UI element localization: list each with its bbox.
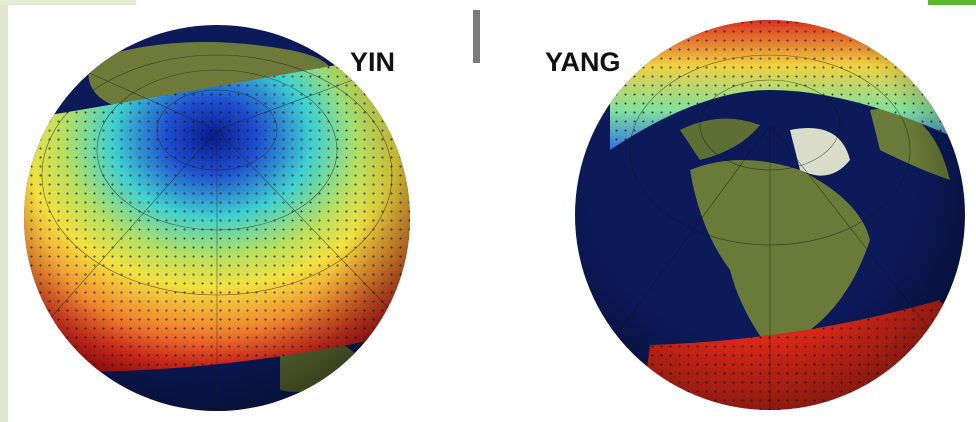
yin-globe [20,20,420,420]
divider [473,10,480,63]
left-edge [0,0,8,422]
page: {"labels": {"yin": "YIN", "yang": "YANG"… [0,0,976,422]
yin-label: YIN [350,47,395,77]
figure: YIN YANG [0,0,976,422]
top-strip [0,0,136,5]
yang-globe [570,15,970,420]
yang-label: YANG [545,47,621,77]
corner-accent [928,0,976,5]
